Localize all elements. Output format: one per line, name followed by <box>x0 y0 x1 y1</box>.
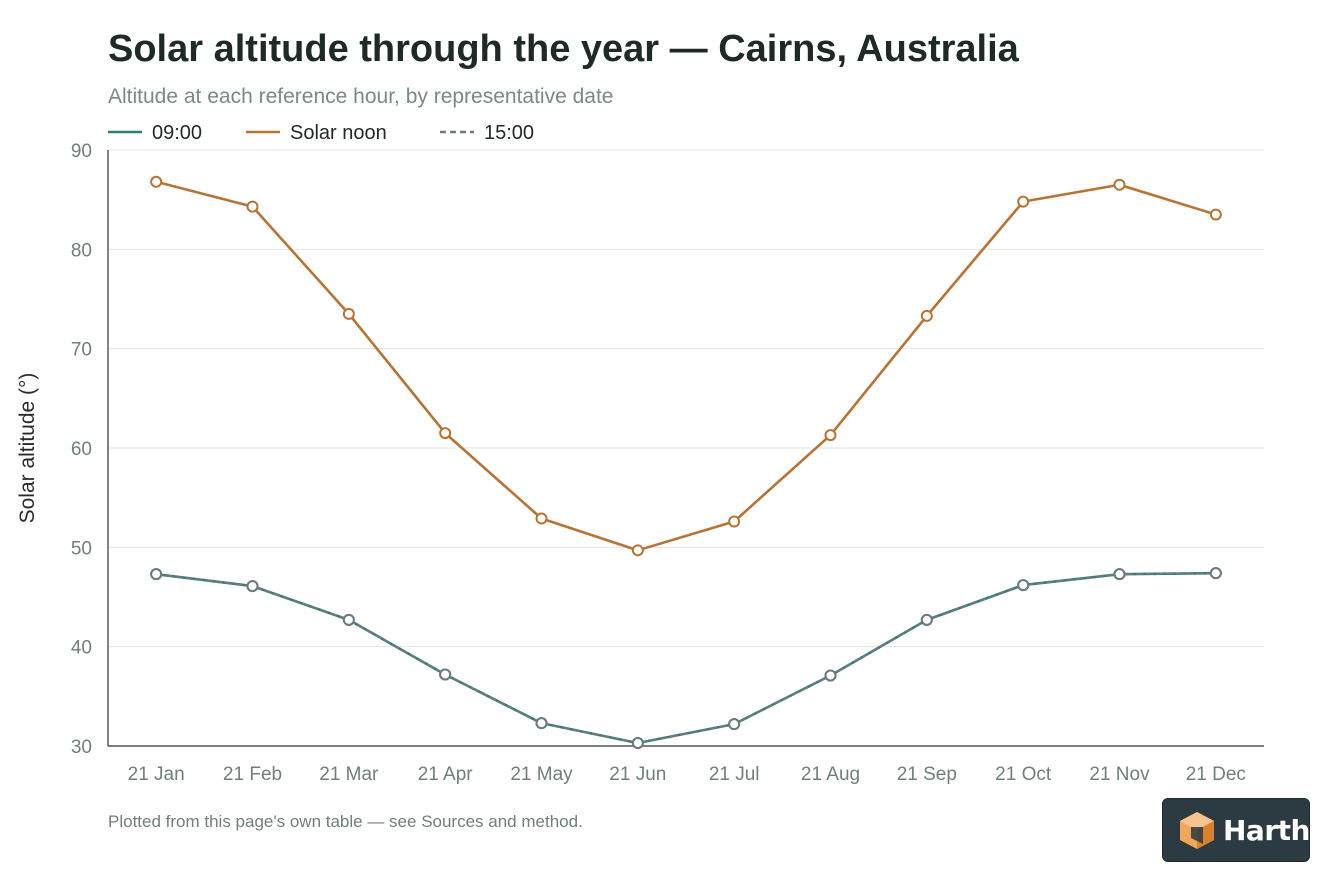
chart-legend: 09:00 Solar noon 15:00 <box>108 122 534 144</box>
x-tick-label: 21 Aug <box>801 764 860 785</box>
series-15-00 <box>155 572 1217 745</box>
series-15-00-points <box>150 567 1222 750</box>
legend-item: 09:00 <box>108 122 202 144</box>
x-tick-label: 21 Mar <box>319 764 379 785</box>
data-point <box>728 718 741 731</box>
x-tick-label: 21 Sep <box>897 764 957 785</box>
axes <box>107 150 1264 747</box>
data-point <box>1209 208 1222 221</box>
y-tick-label: 90 <box>71 141 92 162</box>
data-point <box>1113 568 1126 581</box>
data-point <box>439 668 452 681</box>
x-tick-label: 21 May <box>510 764 573 785</box>
chart-title: Solar altitude through the year — Cairns… <box>108 28 1019 70</box>
series-line <box>154 180 1218 552</box>
x-tick-label: 21 Oct <box>995 764 1052 785</box>
data-point <box>728 515 741 528</box>
data-point <box>246 200 259 213</box>
series-line <box>154 571 1218 745</box>
x-tick-label: 21 Apr <box>418 764 474 785</box>
chart-footnote: Plotted from this page's own table — see… <box>108 812 583 831</box>
x-tick-label: 21 Jan <box>128 764 185 785</box>
legend-label: 15:00 <box>484 122 534 144</box>
x-axis-ticks: 21 Jan 21 Feb 21 Mar 21 Apr 21 May 21 Jun 21 J… <box>128 764 1246 785</box>
brand-logo: Harth <box>1162 798 1310 862</box>
data-point <box>150 568 163 581</box>
data-point <box>1017 579 1030 592</box>
x-tick-label: 21 Feb <box>223 764 282 785</box>
y-axis-label: Solar altitude (°) <box>16 373 39 524</box>
data-point <box>1209 567 1222 580</box>
data-point <box>439 427 452 440</box>
legend-label: 09:00 <box>152 122 202 144</box>
data-point <box>1017 195 1030 208</box>
legend-item: Solar noon <box>246 122 387 144</box>
data-point <box>824 429 837 442</box>
gridlines <box>108 149 1264 648</box>
x-tick-label: 21 Jun <box>609 764 666 785</box>
data-point <box>631 544 644 557</box>
data-point <box>535 512 548 525</box>
series-line <box>155 572 1217 745</box>
data-point <box>342 613 355 626</box>
series-09-00 <box>150 567 1222 750</box>
chart-subtitle: Altitude at each reference hour, by repr… <box>108 85 614 108</box>
y-tick-label: 80 <box>71 240 92 261</box>
y-tick-label: 70 <box>71 340 92 361</box>
data-point <box>246 580 259 593</box>
legend-item: 15:00 <box>440 122 534 144</box>
x-tick-label: 21 Dec <box>1186 764 1246 785</box>
x-tick-label: 21 Jul <box>709 764 760 785</box>
legend-label: Solar noon <box>290 122 387 144</box>
data-point <box>1113 178 1126 191</box>
data-point <box>150 175 163 188</box>
data-point <box>342 307 355 320</box>
y-tick-label: 30 <box>71 737 92 758</box>
data-point <box>920 309 933 322</box>
data-point <box>631 737 644 750</box>
series-layer <box>150 175 1222 750</box>
y-tick-label: 50 <box>71 538 92 559</box>
data-point <box>920 613 933 626</box>
y-tick-label: 40 <box>71 638 92 659</box>
data-point <box>535 717 548 730</box>
x-tick-label: 21 Nov <box>1089 764 1150 785</box>
series-solar-noon <box>150 175 1222 557</box>
y-axis-ticks: 30 40 50 60 70 80 90 <box>71 141 92 758</box>
brand-name: Harth <box>1223 813 1310 847</box>
y-tick-label: 60 <box>71 439 92 460</box>
data-point <box>824 669 837 682</box>
cube-logo-icon <box>1180 812 1214 849</box>
